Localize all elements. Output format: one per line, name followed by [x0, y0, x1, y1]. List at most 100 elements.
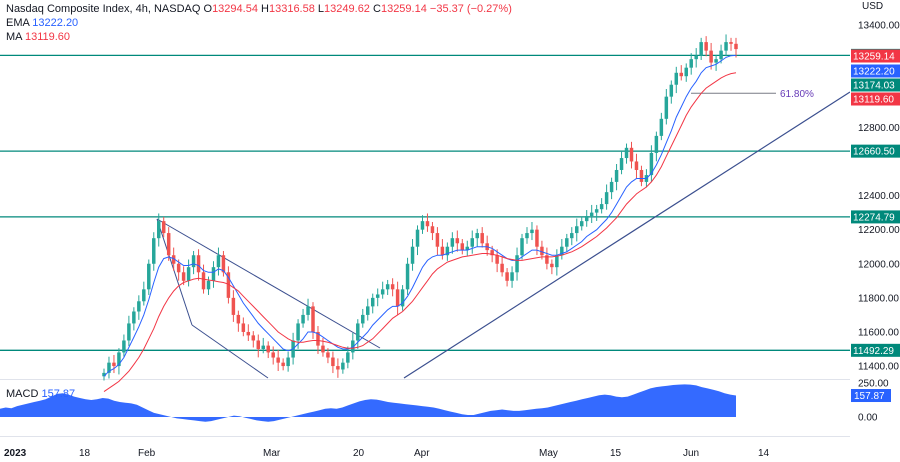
candle-body: [420, 221, 425, 230]
candle-body: [599, 204, 604, 210]
y-tick-label: 11400.00: [858, 362, 899, 373]
macd-pane: [0, 384, 736, 422]
macd-legend[interactable]: MACD 157.87: [6, 388, 75, 400]
candle-body: [540, 246, 544, 256]
candle-body: [604, 192, 609, 205]
candles: [102, 34, 738, 381]
candle-body: [301, 314, 305, 324]
candle-body: [211, 267, 216, 281]
y-tick-label: 11600.00: [858, 327, 899, 338]
price-tag-label: 13222.20: [853, 67, 895, 78]
candle-body: [395, 289, 400, 307]
macd-tag: [851, 389, 891, 403]
candle-body: [510, 272, 514, 281]
price-tag: [851, 64, 900, 78]
y-tick-label: 12800.00: [858, 123, 900, 134]
candle-body: [684, 67, 688, 77]
level-tag: [851, 343, 900, 357]
candle-body: [724, 42, 728, 51]
candle-body: [181, 272, 186, 281]
candle-body: [346, 352, 350, 363]
candle-body: [624, 147, 629, 159]
candle-body: [311, 306, 315, 332]
level-tag: [851, 144, 900, 158]
candle-body: [127, 323, 131, 341]
candle-body: [430, 226, 435, 234]
candle-body: [734, 43, 738, 50]
level-tag-label: 11492.29: [853, 346, 894, 357]
ema-legend[interactable]: EMA 13222.20: [6, 17, 78, 29]
ema-line: [103, 54, 737, 377]
candle-body: [490, 250, 494, 256]
low-value: 13249.62: [324, 3, 370, 15]
candle-body: [689, 59, 693, 68]
level-tag: [851, 210, 900, 224]
candle-body: [191, 255, 196, 268]
close-label: C: [373, 3, 381, 15]
candle-body: [495, 255, 499, 264]
candle-body: [440, 246, 445, 256]
candle-body: [206, 280, 211, 290]
x-tick-label: 18: [79, 448, 91, 459]
price-tag: [851, 78, 900, 92]
candle-body: [555, 255, 559, 268]
y-tick-label: 11800.00: [858, 293, 899, 304]
candle-body: [231, 297, 236, 315]
candle-body: [102, 372, 106, 377]
candle-body: [560, 246, 564, 256]
level-tag-label: 12660.50: [853, 147, 895, 158]
currency-label: USD: [862, 1, 883, 12]
falling-channel-side: [156, 218, 193, 326]
candle-body: [470, 238, 474, 247]
candle-body: [570, 233, 574, 239]
candle-body: [137, 301, 141, 312]
macd-label: MACD: [6, 388, 39, 400]
candle-body: [336, 366, 340, 370]
x-tick-label: 20: [353, 448, 365, 459]
candle-body: [669, 84, 674, 97]
candle-body: [256, 340, 261, 350]
candle-body: [465, 246, 470, 251]
candle-body: [435, 233, 440, 247]
candle-body: [321, 345, 325, 353]
x-tick-label: 14: [758, 448, 770, 459]
close-value: 13259.14: [380, 3, 427, 15]
candle-body: [261, 345, 265, 350]
candle-body: [410, 246, 415, 264]
price-tag-label: 13259.14: [853, 52, 895, 63]
ma-label: MA: [6, 31, 22, 43]
macd-tick-label: 250.00: [858, 379, 889, 390]
high-value: 13316.58: [268, 3, 315, 15]
x-tick-label: Feb: [138, 448, 156, 459]
ma-legend[interactable]: MA 13119.60: [6, 31, 70, 43]
ema-label: EMA: [6, 17, 30, 29]
candle-body: [679, 72, 684, 77]
candle-body: [594, 209, 599, 213]
candle-body: [276, 357, 280, 363]
y-tick-label: 12200.00: [858, 225, 900, 236]
candle-body: [425, 221, 430, 227]
candle-body: [515, 255, 519, 273]
candle-body: [356, 323, 360, 341]
fib-level-label: 61.80%: [780, 89, 814, 100]
y-tick-label: 12400.00: [858, 191, 900, 202]
candle-body: [147, 263, 151, 290]
candle-body: [112, 362, 116, 367]
candle-body: [152, 238, 156, 264]
open-label: O: [203, 3, 213, 15]
candle-body: [550, 263, 554, 268]
price-tag-label: 13174.03: [853, 81, 895, 92]
candle-body: [445, 246, 450, 256]
x-tick-label: Mar: [263, 448, 281, 459]
candle-body: [649, 152, 654, 176]
candle-body: [375, 294, 380, 298]
candle-body: [156, 221, 161, 239]
candle-body: [266, 345, 270, 353]
candle-body: [455, 238, 460, 244]
ema-value: 13222.20: [32, 17, 79, 29]
candle-body: [699, 42, 703, 56]
macd-area: [0, 384, 736, 422]
candle-body: [579, 221, 584, 227]
